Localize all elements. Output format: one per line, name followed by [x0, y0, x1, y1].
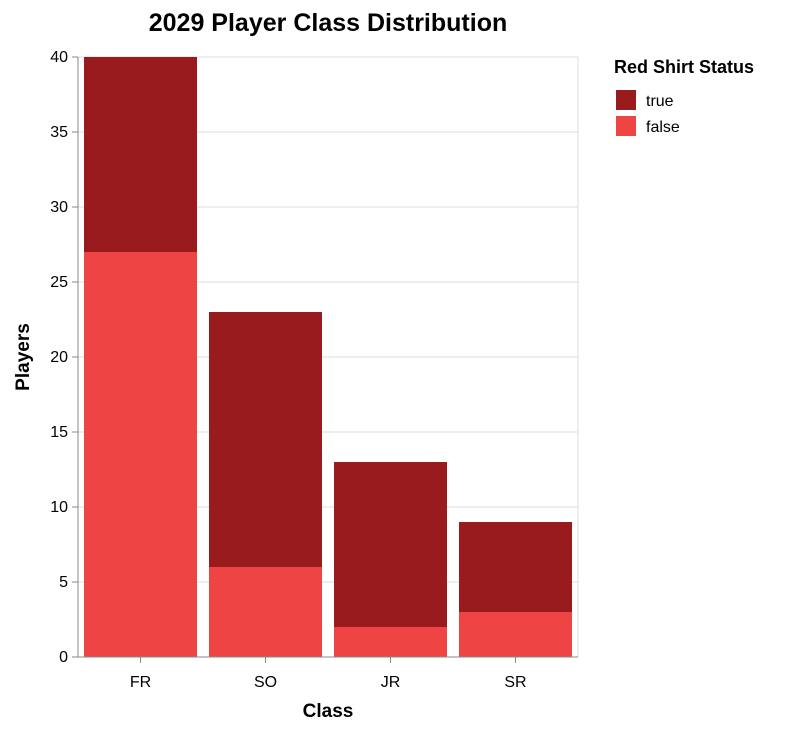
- chart-title: 2029 Player Class Distribution: [149, 9, 507, 37]
- legend-swatch-true: [616, 90, 636, 110]
- legend-label-true: true: [646, 93, 674, 110]
- legend-swatch-false: [616, 116, 636, 136]
- bar-sr-false: [459, 612, 572, 657]
- x-tick-label-so: SO: [254, 674, 277, 691]
- bar-jr-true: [334, 462, 447, 627]
- bar-sr-true: [459, 522, 572, 612]
- y-tick-label-40: 40: [50, 49, 68, 66]
- bar-fr-true: [84, 57, 197, 252]
- legend-items: true false: [616, 90, 680, 136]
- y-tick-label-5: 5: [59, 574, 68, 591]
- bar-so-false: [209, 567, 322, 657]
- y-tick-label-20: 20: [50, 349, 68, 366]
- legend-title: Red Shirt Status: [614, 57, 754, 77]
- bar-fr-false: [84, 252, 197, 657]
- y-axis-ticks: 0 5 10 15 20 25 30 35 40: [50, 49, 78, 666]
- y-axis-title: Players: [13, 323, 34, 391]
- legend-label-false: false: [646, 119, 680, 136]
- y-tick-label-15: 15: [50, 424, 68, 441]
- y-tick-label-0: 0: [59, 649, 68, 666]
- x-tick-label-sr: SR: [504, 674, 526, 691]
- x-tick-label-jr: JR: [381, 674, 401, 691]
- y-tick-label-10: 10: [50, 499, 68, 516]
- bars: [84, 57, 572, 657]
- x-axis-title: Class: [303, 701, 354, 722]
- bar-jr-false: [334, 627, 447, 657]
- x-axis-ticks: FR SO JR SR: [130, 657, 527, 691]
- bar-so-true: [209, 312, 322, 567]
- legend: Red Shirt Status true false: [614, 57, 754, 136]
- y-tick-label-25: 25: [50, 274, 68, 291]
- y-tick-label-35: 35: [50, 124, 68, 141]
- y-tick-label-30: 30: [50, 199, 68, 216]
- x-tick-label-fr: FR: [130, 674, 151, 691]
